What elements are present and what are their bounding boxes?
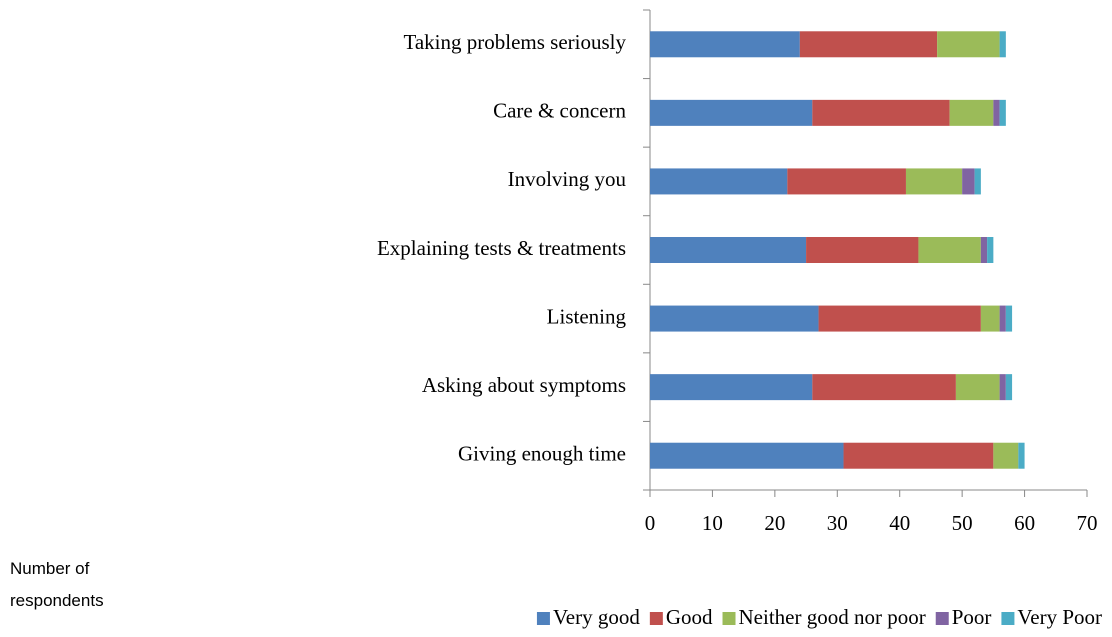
bar-segment <box>962 168 975 195</box>
bar-segment <box>799 31 938 58</box>
y-tick-label: Care & concern <box>493 99 626 123</box>
bar-segment <box>918 237 981 263</box>
y-tick-label: Explaining tests & treatments <box>377 236 626 260</box>
bar-segment <box>812 374 956 401</box>
bar-segment <box>843 442 994 469</box>
bar-segment <box>650 31 800 58</box>
legend-swatch <box>1001 612 1015 625</box>
bar-segment <box>999 99 1006 126</box>
x-tick-label: 50 <box>952 511 973 535</box>
x-axis-label: Number of respondents <box>10 559 104 610</box>
bar-segment <box>787 168 906 195</box>
x-tick-label: 0 <box>645 511 656 535</box>
x-tick-label: 60 <box>1014 511 1035 535</box>
bar-segment <box>999 305 1006 332</box>
x-tick-label: 20 <box>764 511 785 535</box>
bar-segment <box>980 305 1000 332</box>
legend-swatch <box>649 612 663 625</box>
legend-swatch <box>536 612 550 625</box>
bar-segment <box>949 99 994 126</box>
bar-segment <box>650 374 813 401</box>
bar-segment <box>905 168 963 195</box>
x-tick-label: 40 <box>889 511 910 535</box>
bar-segment <box>650 442 844 469</box>
x-tick-label: 70 <box>1077 511 1098 535</box>
bar-segment <box>999 31 1006 58</box>
x-tick-label: 10 <box>702 511 723 535</box>
bar-segment <box>650 99 813 126</box>
bar-segment <box>1018 442 1025 469</box>
bar-segment <box>1005 374 1013 401</box>
legend-label: Very Poor <box>1017 605 1102 629</box>
legend-label: Very good <box>553 605 640 629</box>
bar-segment <box>937 31 1000 58</box>
legend-label: Neither good nor poor <box>739 605 926 629</box>
bar-segment <box>955 374 1000 401</box>
y-tick-label: Taking problems seriously <box>404 30 627 54</box>
bar-segment <box>650 168 788 195</box>
y-tick-label: Listening <box>547 304 627 328</box>
bar-segment <box>980 237 988 263</box>
legend-label: Poor <box>952 605 992 629</box>
bar-segment <box>650 305 819 332</box>
bar-segment <box>818 305 981 332</box>
bar-segment <box>974 168 981 195</box>
legend-label: Good <box>666 605 713 629</box>
y-tick-label: Involving you <box>508 167 627 191</box>
bar-segment <box>1005 305 1013 332</box>
bar-segment <box>993 442 1019 469</box>
legend-swatch <box>722 612 736 625</box>
bar-segment <box>812 99 950 126</box>
bar-segment <box>806 237 919 263</box>
bar-segment <box>999 374 1006 401</box>
y-tick-label: Asking about symptoms <box>422 373 626 397</box>
bar-segment <box>650 237 807 263</box>
legend-swatch <box>935 612 949 625</box>
bar-segment <box>987 237 994 263</box>
x-tick-label: 30 <box>827 511 848 535</box>
bar-segment <box>993 99 1000 126</box>
y-tick-label: Giving enough time <box>458 442 626 466</box>
